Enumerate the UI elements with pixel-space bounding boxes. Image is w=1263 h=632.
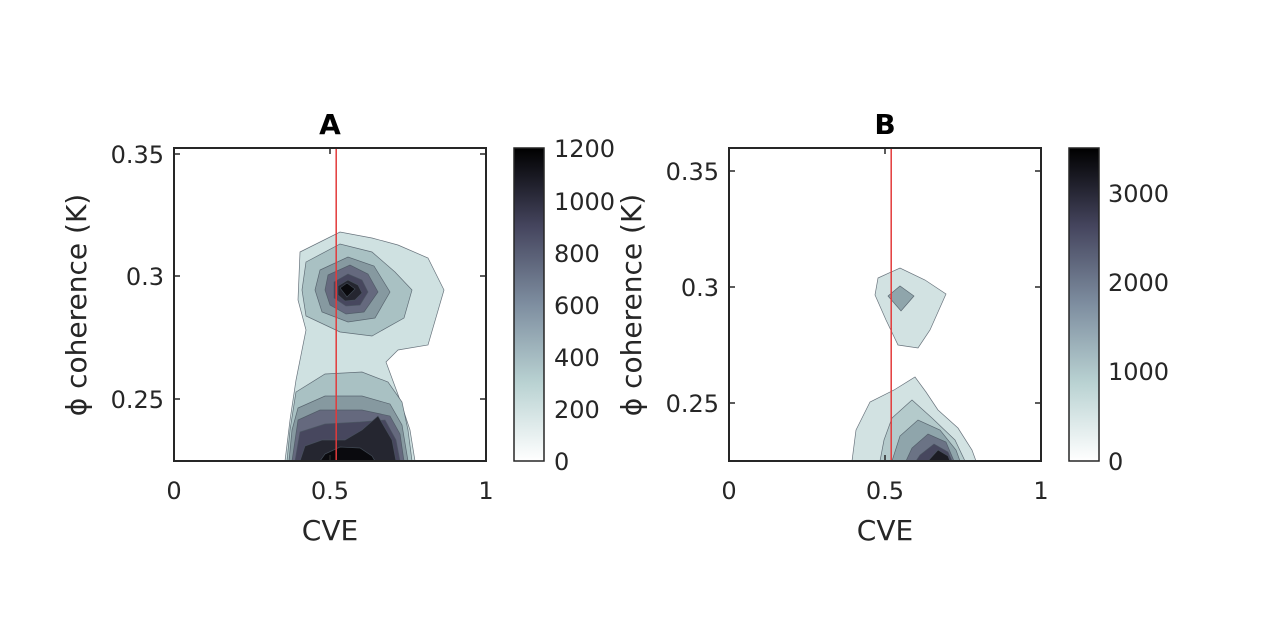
panel-b-colorbar: 0 1000 2000 3000 xyxy=(1068,147,1169,476)
panel-b-x-axis-label: CVE xyxy=(857,514,913,547)
panel-a-ytick-label: 0.3 xyxy=(126,263,164,291)
panel-b-xtick-label: 0 xyxy=(721,477,736,505)
panel-b-y-ticks: 0.25 0.3 0.35 xyxy=(666,158,1041,418)
panel-b-xtick-label: 1 xyxy=(1033,477,1048,505)
panel-b-y-axis-label: ϕ coherence (K) xyxy=(615,194,648,416)
panel-a-ytick-label: 0.25 xyxy=(111,386,164,414)
panel-b-colorbar-label: 1000 xyxy=(1108,358,1169,386)
panel-b-colorbar-gradient xyxy=(1069,148,1099,461)
panel-b-xtick-label: 0.5 xyxy=(866,477,904,505)
panel-b-colorbar-label: 2000 xyxy=(1108,269,1169,297)
panel-a-ytick-label: 0.35 xyxy=(111,141,164,169)
panel-a-xtick-label: 0.5 xyxy=(311,477,349,505)
contour-b-upper-peak xyxy=(887,285,915,312)
panel-b: B 0 0.5 1 xyxy=(615,108,1169,547)
panel-b-x-ticks: 0 0.5 1 xyxy=(721,148,1049,505)
panel-a-x-ticks: 0 0.5 1 xyxy=(166,148,494,505)
panel-a-colorbar-label: 1200 xyxy=(554,135,615,163)
panel-a-colorbar-label: 200 xyxy=(554,396,600,424)
contour-b-lower-peak xyxy=(927,449,951,461)
panel-b-ytick-label: 0.3 xyxy=(681,274,719,302)
panel-a-y-ticks: 0.25 0.3 0.35 xyxy=(111,141,486,414)
contour-b-upper-level-1 xyxy=(874,267,947,349)
panel-a-colorbar-label: 1000 xyxy=(554,188,615,216)
contour-a-lower-level-6 xyxy=(299,415,397,461)
panel-b-ytick-label: 0.35 xyxy=(666,158,719,186)
panel-a-colorbar-label: 0 xyxy=(554,448,569,476)
panel-a-colorbar-label: 800 xyxy=(554,240,600,268)
panel-b-colorbar-label: 3000 xyxy=(1108,180,1169,208)
panel-a-y-axis-label: ϕ coherence (K) xyxy=(60,194,93,416)
panel-b-colorbar-label: 0 xyxy=(1108,448,1123,476)
panel-b-colorbar-frame xyxy=(1068,147,1100,462)
panel-a-colorbar-gradient xyxy=(514,148,544,461)
panel-b-title: B xyxy=(874,108,895,141)
panel-b-contours xyxy=(851,267,977,461)
panel-a-colorbar-label: 400 xyxy=(554,344,600,372)
panel-a-colorbar: 0 200 400 600 800 1000 1200 xyxy=(513,135,615,476)
panel-a-contours xyxy=(284,231,445,461)
panel-a-title: A xyxy=(319,108,341,141)
panel-a-colorbar-label: 600 xyxy=(554,292,600,320)
panel-a: A 0 0. xyxy=(60,108,615,547)
contour-a-lower-peak xyxy=(319,446,376,461)
panel-a-xtick-label: 0 xyxy=(166,477,181,505)
panel-a-colorbar-frame xyxy=(513,147,545,462)
panel-a-xtick-label: 1 xyxy=(478,477,493,505)
panel-a-x-axis-label: CVE xyxy=(302,514,358,547)
panel-b-ytick-label: 0.25 xyxy=(666,390,719,418)
contour-a-upper-peak xyxy=(339,282,356,298)
